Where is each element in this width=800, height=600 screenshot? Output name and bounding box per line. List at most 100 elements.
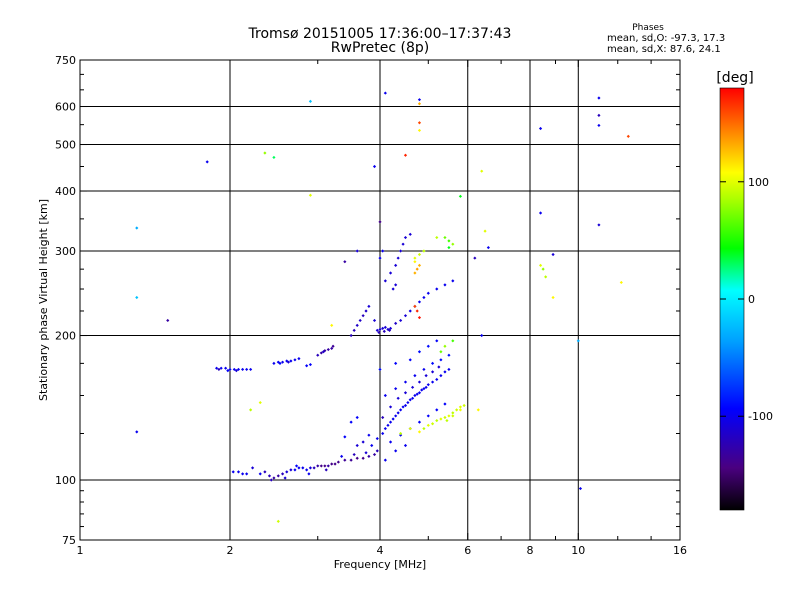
data-point [447,245,451,250]
data-point [435,235,439,240]
y-tick-label: 600 [55,101,76,114]
data-point [439,417,443,421]
data-point [319,351,323,355]
data-point [245,472,249,476]
data-point [541,267,545,271]
chart-title-line2: RwPretec (8p) [330,40,430,56]
data-point [326,464,330,468]
data-point [391,287,395,291]
data-point [241,472,245,476]
data-point [399,433,403,437]
data-point [413,256,417,260]
data-point [420,388,424,392]
data-point [443,370,447,374]
data-point [294,464,299,468]
phase-stats-x-mode: mean, sd,X: 87.6, 24.1 [607,44,721,55]
data-point [439,350,443,354]
data-point [285,470,289,474]
data-point [426,383,430,387]
data-point [417,98,422,102]
data-point [323,464,327,468]
data-point [272,476,276,480]
data-point [426,344,430,348]
data-point [326,347,330,352]
data-point [283,476,287,480]
data-point [372,318,377,323]
data-point [135,226,139,230]
data-point [417,391,422,395]
colorbar-tick-label: 0 [748,293,755,306]
data-point [228,367,232,372]
data-point [451,414,455,418]
data-point [410,396,415,400]
data-point [408,426,412,431]
data-point [372,452,377,457]
data-point [462,403,466,408]
data-point [375,436,379,441]
data-point [422,367,426,372]
data-point [399,249,403,253]
data-point [447,239,451,243]
data-point [382,329,386,334]
data-point [249,408,253,412]
data-point [417,430,422,434]
data-point [372,164,377,169]
phase-stats-o-mode: mean, sd,O: -97.3, 17.3 [607,33,726,44]
data-point [476,408,480,412]
data-point [399,408,403,412]
data-point [447,353,451,357]
data-point [355,323,359,327]
data-point [435,339,439,343]
data-point [430,422,435,426]
data-point [426,423,430,427]
x-tick-label: 4 [377,544,384,557]
data-point [307,472,311,476]
data-point [378,367,382,372]
data-point [386,327,390,331]
data-point [426,414,430,418]
data-point [215,366,219,370]
data-point [443,415,447,420]
data-point [403,403,408,408]
data-point [361,314,365,318]
data-point [343,435,347,439]
data-point [388,405,393,409]
data-point [445,418,449,423]
y-axis-label: Stationary phase Virtual Height [km] [37,199,50,401]
data-point [297,357,301,361]
data-point [413,260,417,264]
data-point [331,344,335,348]
data-point [403,235,408,240]
data-point [293,358,297,362]
data-point [424,385,428,389]
data-point [435,287,439,291]
data-point [413,393,417,398]
x-tick-label: 1 [77,544,84,557]
data-point [267,474,272,478]
y-tick-label: 500 [55,139,76,152]
data-point [417,102,422,106]
data-point [486,245,490,250]
data-point [422,295,426,300]
data-point [415,267,419,271]
data-point [367,304,371,309]
y-tick-label: 100 [55,474,76,487]
y-tick-label: 750 [55,54,76,67]
data-point [330,323,334,327]
data-point [443,402,447,406]
data-point [381,326,385,330]
data-point [355,443,359,448]
data-point [361,440,365,444]
data-point [377,330,381,335]
data-point [293,468,297,472]
data-point [394,283,398,287]
colorbar: [deg] 100 0 -100 [716,70,773,511]
data-point [422,426,426,431]
data-point [417,315,422,320]
data-point [417,252,422,257]
data-point [263,151,267,155]
data-point [263,470,267,474]
data-point [330,462,334,466]
data-point [437,365,441,369]
data-point [401,405,405,409]
